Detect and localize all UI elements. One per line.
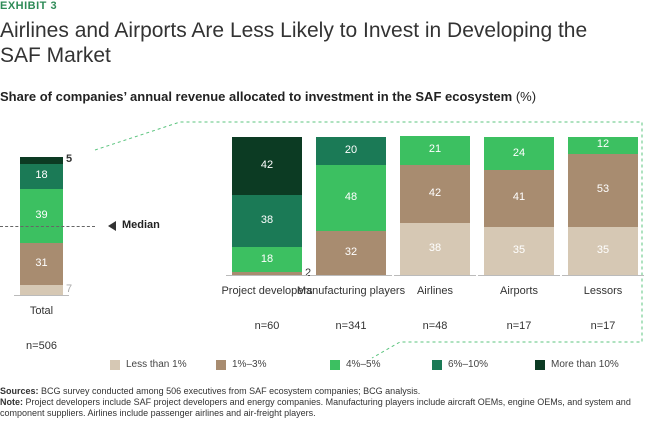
value-label: 48 — [344, 190, 358, 203]
value-label: 20 — [344, 143, 358, 156]
value-label: 5 — [66, 153, 73, 166]
sources-text: BCG survey conducted among 506 executive… — [41, 386, 421, 396]
baseline — [394, 275, 476, 276]
bar-segment — [232, 194, 302, 248]
value-label: 32 — [344, 245, 358, 258]
value-label: 7 — [66, 283, 73, 296]
legend-swatch — [330, 360, 340, 370]
bar-segment — [484, 137, 554, 171]
bar-segment — [568, 137, 638, 154]
bar-segment — [568, 153, 638, 227]
category-label: Total — [29, 305, 54, 317]
bar-segment — [316, 137, 386, 165]
value-label: 24 — [512, 146, 526, 159]
median-label: Median — [122, 219, 160, 231]
legend-label: 4%–5% — [346, 359, 381, 370]
bar-segment — [20, 242, 63, 286]
value-label: 18 — [35, 169, 48, 182]
n-label: n=48 — [422, 320, 448, 332]
baseline — [226, 275, 308, 276]
unit: (%) — [515, 89, 537, 104]
bar-segment — [20, 157, 63, 164]
value-label: 38 — [260, 214, 274, 227]
n-label: n=60 — [254, 320, 280, 332]
n-label: n=17 — [506, 320, 532, 332]
value-label: 38 — [428, 241, 442, 254]
bar-segment — [20, 188, 63, 243]
n-label: n=341 — [335, 320, 367, 332]
bar-segment — [484, 226, 554, 275]
value-label: 42 — [260, 158, 274, 171]
category-label: Project developers — [221, 285, 313, 297]
value-label: 35 — [596, 243, 610, 256]
baseline — [478, 275, 560, 276]
bar-segment — [316, 164, 386, 231]
category-label: Airports — [500, 285, 538, 297]
note-label: Note: — [0, 397, 23, 407]
legend-swatch — [216, 360, 226, 370]
bar-segment — [400, 222, 470, 275]
legend-label: More than 10% — [551, 359, 619, 370]
footnotes: Sources: BCG survey conducted among 506 … — [0, 386, 640, 419]
category-label: Manufacturing players — [296, 285, 406, 297]
value-label: 53 — [596, 183, 610, 196]
sources: Sources: BCG survey conducted among 506 … — [0, 386, 640, 397]
bar-segment — [568, 226, 638, 275]
subtitle-row: Share of companies’ annual revenue alloc… — [0, 89, 536, 104]
bar-segment — [316, 230, 386, 275]
legend-swatch — [432, 360, 442, 370]
baseline — [310, 275, 392, 276]
value-label: 21 — [428, 143, 442, 156]
legend-swatch — [535, 360, 545, 370]
note: Note: Project developers include SAF pro… — [0, 397, 640, 419]
sources-label: Sources: — [0, 386, 39, 396]
bar-segment — [232, 137, 302, 195]
legend-label: Less than 1% — [126, 359, 187, 370]
bar-segment — [20, 163, 63, 189]
chart-title: Airlines and Airports Are Less Likely to… — [0, 19, 588, 67]
value-label: 2 — [305, 266, 312, 279]
note-text: Project developers include SAF project d… — [0, 397, 631, 418]
bar-segment — [400, 135, 470, 165]
bar-segment — [20, 285, 63, 295]
legend-swatch — [110, 360, 120, 370]
value-label: 18 — [260, 252, 274, 265]
n-label: n=506 — [26, 340, 57, 352]
baseline — [14, 295, 69, 296]
n-label: n=17 — [590, 320, 616, 332]
value-label: 12 — [596, 138, 610, 151]
median-arrow — [108, 221, 116, 231]
category-label: Lessors — [583, 285, 623, 297]
chart-subtitle: Share of companies’ annual revenue alloc… — [0, 89, 513, 104]
bar-segment — [232, 247, 302, 273]
value-label: 35 — [512, 243, 526, 256]
value-label: 31 — [35, 256, 48, 269]
median-line — [0, 226, 95, 227]
bar-segment — [400, 164, 470, 223]
baseline — [562, 275, 644, 276]
category-label: Airlines — [416, 285, 454, 297]
value-label: 41 — [512, 191, 526, 204]
value-label: 39 — [35, 208, 48, 221]
bar-segment — [232, 272, 302, 275]
exhibit-label: EXHIBIT 3 — [0, 0, 58, 12]
bar-segment — [484, 170, 554, 227]
legend-label: 1%–3% — [232, 359, 267, 370]
value-label: 42 — [428, 186, 442, 199]
legend-label: 6%–10% — [448, 359, 489, 370]
